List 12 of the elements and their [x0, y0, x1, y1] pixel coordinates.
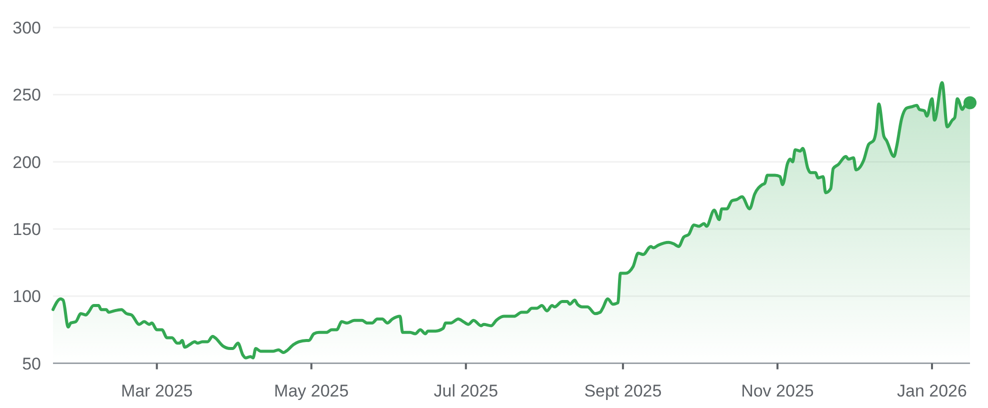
y-tick-label: 250 [12, 86, 41, 105]
y-tick-label: 50 [22, 354, 41, 374]
x-tick-label: Mar 2025 [120, 381, 193, 400]
y-tick-label: 300 [12, 18, 41, 38]
x-tick-label: Nov 2025 [741, 381, 814, 400]
x-tick-label: Jul 2025 [434, 381, 498, 400]
y-tick-label: 100 [12, 287, 41, 306]
y-tick-label: 200 [12, 152, 41, 172]
x-tick-label: Sept 2025 [584, 381, 662, 400]
y-tick-label: 150 [12, 220, 41, 239]
x-tick-label: May 2025 [274, 381, 349, 400]
x-tick-label: Jan 2026 [897, 381, 967, 400]
